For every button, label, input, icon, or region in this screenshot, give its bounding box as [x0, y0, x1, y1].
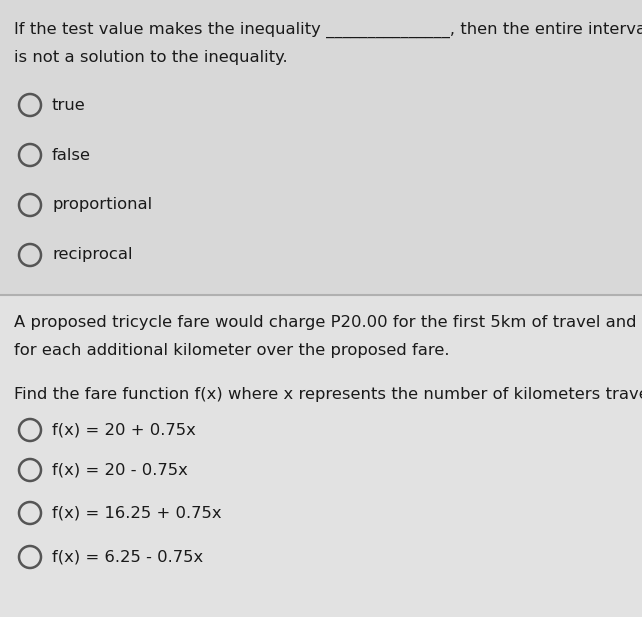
Circle shape: [19, 502, 41, 524]
Circle shape: [19, 144, 41, 166]
Text: reciprocal: reciprocal: [52, 247, 132, 262]
Text: for each additional kilometer over the proposed fare.: for each additional kilometer over the p…: [14, 343, 449, 358]
Bar: [0, 295, 642, 617]
Text: false: false: [52, 147, 91, 162]
Circle shape: [19, 244, 41, 266]
Bar: [0, 0, 642, 295]
Text: A proposed tricycle fare would charge P20.00 for the first 5km of travel and P0.: A proposed tricycle fare would charge P2…: [14, 315, 642, 330]
Circle shape: [19, 194, 41, 216]
Text: is not a solution to the inequality.: is not a solution to the inequality.: [14, 50, 288, 65]
Circle shape: [19, 546, 41, 568]
Text: If the test value makes the inequality _______________, then the entire interval: If the test value makes the inequality _…: [14, 22, 642, 38]
Text: f(x) = 16.25 + 0.75x: f(x) = 16.25 + 0.75x: [52, 505, 221, 521]
Text: proportional: proportional: [52, 197, 152, 212]
Circle shape: [19, 419, 41, 441]
Text: Find the fare function f(x) where x represents the number of kilometers travelle: Find the fare function f(x) where x repr…: [14, 387, 642, 402]
Text: f(x) = 20 - 0.75x: f(x) = 20 - 0.75x: [52, 463, 188, 478]
Circle shape: [19, 94, 41, 116]
Circle shape: [19, 459, 41, 481]
Text: f(x) = 6.25 - 0.75x: f(x) = 6.25 - 0.75x: [52, 550, 204, 565]
Text: true: true: [52, 97, 86, 112]
Text: f(x) = 20 + 0.75x: f(x) = 20 + 0.75x: [52, 423, 196, 437]
